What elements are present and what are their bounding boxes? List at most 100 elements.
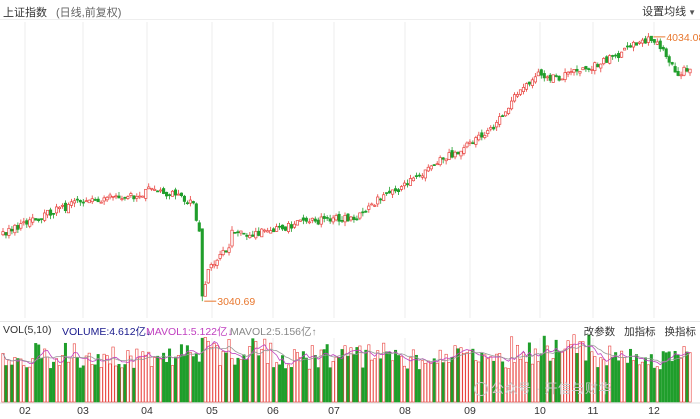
candle	[239, 230, 243, 236]
candle	[52, 213, 56, 219]
volume-bar	[465, 352, 469, 403]
arrow-down-icon: ↓	[146, 327, 152, 338]
volume-bar	[34, 343, 38, 403]
candle	[498, 112, 502, 128]
candle	[87, 199, 91, 204]
candle-body	[295, 220, 299, 226]
candle	[173, 187, 178, 200]
volume-bar	[533, 348, 537, 403]
candle	[84, 197, 88, 203]
volume-bar	[587, 334, 591, 403]
candle-body	[105, 196, 109, 201]
volume-bar	[316, 367, 320, 403]
volume-bar	[477, 361, 481, 403]
volume-bar	[19, 358, 23, 403]
candle	[524, 82, 528, 92]
candle-body	[141, 195, 145, 198]
candle-body	[608, 55, 612, 64]
volume-bar	[617, 360, 621, 403]
candle-body	[37, 218, 41, 222]
candle-body	[655, 41, 659, 45]
volume-bar	[325, 344, 329, 403]
candle	[194, 202, 198, 222]
candle-body	[634, 42, 639, 46]
candle-body	[319, 216, 323, 225]
candle	[581, 67, 585, 71]
candle-body	[640, 39, 644, 44]
candle-body	[57, 206, 62, 210]
candle	[159, 187, 163, 194]
candle-body	[286, 223, 291, 232]
add-indicator-button[interactable]: 加指标	[624, 326, 656, 338]
volume-bar	[63, 342, 67, 403]
candle	[483, 131, 487, 140]
candle	[477, 131, 481, 142]
candle-body	[611, 55, 615, 57]
candle	[108, 192, 112, 200]
candle-body	[512, 94, 517, 102]
candle-body	[614, 54, 618, 57]
candle	[60, 203, 65, 209]
volume-bar	[159, 358, 163, 403]
volume-bar	[173, 356, 177, 403]
volume-bar	[420, 360, 424, 403]
volume-bar	[652, 367, 656, 403]
volume-bar	[629, 348, 633, 403]
candle-body	[652, 39, 656, 43]
candle-body	[355, 218, 359, 221]
x-tick-label: 08	[399, 405, 411, 417]
mavol1-value-text: MAVOL1:5.122亿	[146, 326, 228, 338]
candle	[542, 70, 546, 82]
candle	[605, 55, 609, 63]
candle-body	[379, 198, 383, 201]
change-params-button[interactable]: 改参数	[583, 326, 616, 338]
candle-body	[411, 177, 415, 182]
volume-bar	[245, 359, 249, 403]
candle-body	[631, 41, 636, 48]
switch-indicator-button[interactable]: 换指标	[664, 326, 697, 338]
candle-body	[462, 147, 466, 154]
candle	[667, 54, 671, 67]
candle	[227, 243, 231, 256]
candle	[295, 220, 299, 226]
candle-body	[391, 189, 395, 195]
candle-body	[370, 203, 374, 206]
candle-body	[337, 213, 341, 222]
candle-body	[343, 215, 347, 223]
candle-body	[444, 158, 448, 162]
candle	[441, 157, 445, 164]
candle	[584, 65, 588, 72]
candle-body	[426, 166, 430, 172]
volume-bar	[649, 354, 653, 403]
volume-bar	[518, 358, 522, 403]
volume-bar	[16, 358, 20, 403]
volume-bar	[602, 359, 606, 403]
candle-body	[646, 36, 650, 43]
candle-body	[245, 234, 249, 237]
candle-body	[364, 210, 368, 213]
volume-bar	[81, 365, 85, 403]
candle-body	[31, 217, 35, 223]
arrow-up-icon: ↑	[311, 327, 317, 338]
set-moving-average-button[interactable]: 设置均线 ▼	[642, 3, 696, 19]
candle-body	[60, 204, 65, 207]
candle	[361, 207, 365, 217]
volume-bar	[120, 367, 124, 403]
candle-body	[13, 224, 17, 234]
candle-body	[346, 213, 350, 222]
volume-bar	[55, 358, 59, 403]
x-tick-label: 11	[588, 405, 599, 417]
candle-body	[533, 76, 537, 83]
candle-body	[54, 206, 59, 214]
volume-bar	[203, 337, 207, 403]
candle-body	[453, 151, 457, 158]
candle-body	[227, 247, 231, 253]
arrow-down-icon: ↓	[227, 327, 233, 338]
volume-bars	[1, 334, 692, 403]
candle-body	[367, 205, 371, 210]
candle	[31, 213, 35, 226]
candle	[349, 216, 353, 222]
candle	[75, 196, 79, 203]
candle-body	[194, 203, 198, 221]
